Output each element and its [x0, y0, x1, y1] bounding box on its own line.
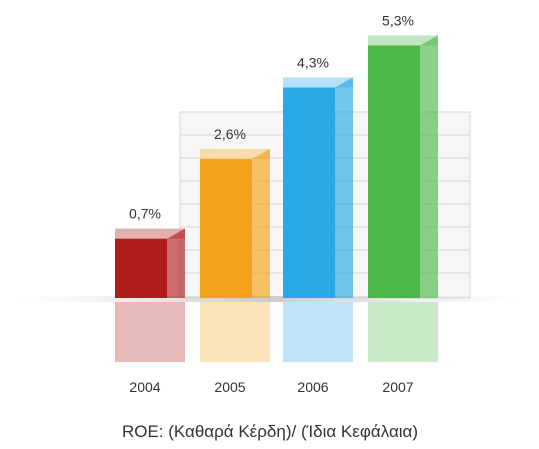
bar-side	[167, 228, 185, 298]
value-label: 5,3%	[382, 12, 414, 28]
x-axis-label: ROE: (Καθαρά Κέρδη)/ (Ίδια Κεφάλαια)	[122, 422, 418, 441]
bar-top-color	[283, 77, 353, 88]
bar-top-color	[368, 35, 438, 46]
x-tick-label: 2006	[297, 379, 328, 395]
value-label: 2,6%	[214, 126, 246, 142]
bar-top-color	[115, 228, 185, 239]
bar-side	[252, 148, 270, 298]
bar-side	[335, 77, 353, 299]
bar-front	[115, 238, 167, 298]
bar-reflection	[200, 302, 270, 362]
bar-side	[420, 35, 438, 299]
bar-front	[368, 45, 420, 299]
bar-top-color	[200, 148, 270, 159]
x-tick-label: 2005	[214, 379, 245, 395]
bar-top	[200, 148, 270, 159]
bar-reflection	[368, 302, 438, 362]
bar-reflection	[283, 302, 353, 362]
value-label: 4,3%	[297, 54, 329, 70]
value-label: 0,7%	[129, 206, 161, 222]
bar-top	[115, 228, 185, 239]
x-tick-label: 2004	[129, 379, 160, 395]
bar-reflection	[115, 302, 185, 362]
bar-front	[283, 87, 335, 299]
x-tick-label: 2007	[382, 379, 413, 395]
bar-top	[368, 35, 438, 46]
bar-top	[283, 77, 353, 88]
floor	[20, 296, 520, 302]
bar-front	[200, 158, 252, 298]
